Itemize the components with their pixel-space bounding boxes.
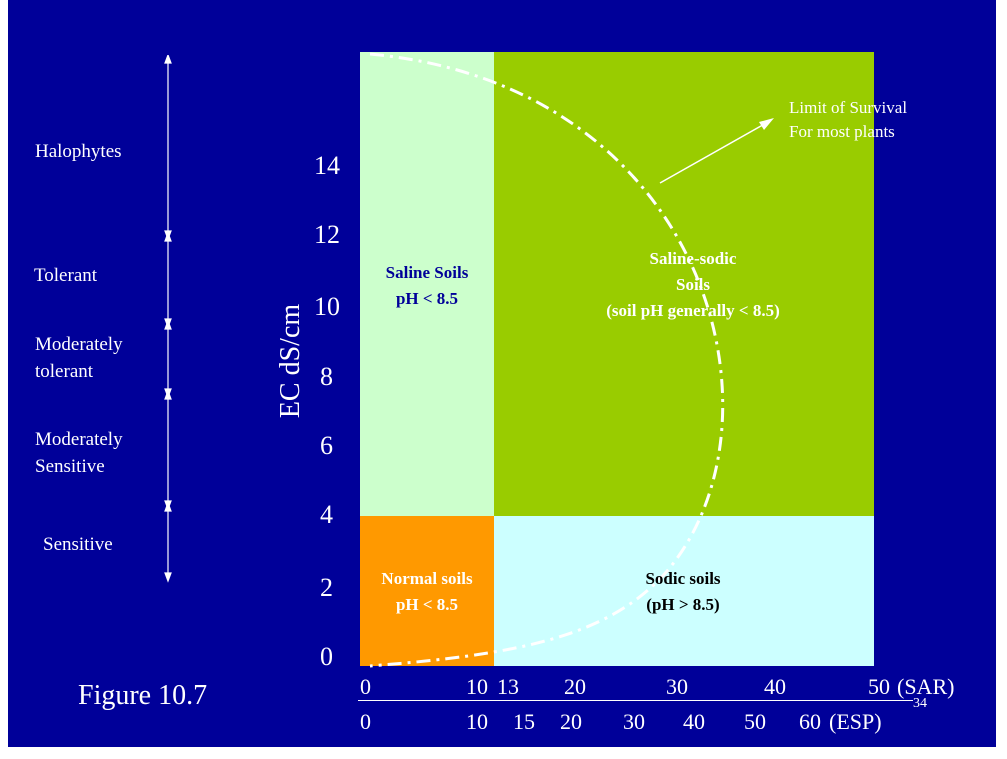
sar-tick-13: 13 [497,674,519,699]
annotation-arrow-head [759,118,774,130]
class-moderately-tolerant: Moderately tolerant [35,331,123,385]
sar-unit: (SAR) [897,674,955,699]
sodic-label-line1: Sodic soils [645,569,721,588]
sodic-zone-label: Sodic soils (pH > 8.5) [588,566,778,618]
y-tick-6: 6 [320,431,333,460]
slide-number: 34 [913,696,927,711]
saline-zone [360,52,494,516]
saline-sodic-label-line2: Soils [675,275,711,294]
sar-tick-30: 30 [666,674,688,699]
esp-tick-50: 50 [744,709,766,734]
sar-tick-40: 40 [764,674,786,699]
y-tick-10: 10 [314,292,340,321]
survival-annotation: Limit of Survival For most plants [789,96,907,144]
y-tick-4: 4 [320,500,333,529]
figure-title: Figure 10.7 [78,680,208,711]
tolerance-arrows [164,55,172,583]
slide: Saline Soils pH < 8.5 Saline-sodic Soils… [8,0,996,747]
sar-tick-0: 0 [360,674,371,699]
y-axis-label: EC dS/cm [275,303,306,419]
esp-tick-40: 40 [683,709,705,734]
esp-tick-10: 10 [466,709,488,734]
esp-tick-20: 20 [560,709,582,734]
class-mod-sensitive-line1: Moderately [35,429,123,450]
annotation-line1: Limit of Survival [789,98,908,117]
class-mod-tolerant-line2: tolerant [35,361,94,382]
annotation-line2: For most plants [789,122,895,141]
saline-label-line2: pH < 8.5 [395,289,459,308]
class-tolerant: Tolerant [34,265,98,286]
y-tick-12: 12 [314,220,340,249]
survival-curve [369,52,774,668]
annotation-arrow [659,121,769,184]
y-tick-0: 0 [320,642,333,671]
class-mod-sensitive-line2: Sensitive [35,456,105,477]
class-moderately-sensitive: Moderately Sensitive [35,426,123,480]
saline-sodic-zone-label: Saline-sodic Soils (soil pH generally < … [548,246,838,324]
sodic-zone [494,516,874,666]
saline-label-line1: Saline Soils [385,263,469,282]
class-mod-tolerant-line1: Moderately [35,334,123,355]
saline-sodic-label-line1: Saline-sodic [649,249,737,268]
esp-tick-60: 60 [799,709,821,734]
esp-tick-0: 0 [360,709,371,734]
sar-tick-50: 50 [868,674,890,699]
class-sensitive: Sensitive [43,534,113,555]
sar-tick-20: 20 [564,674,586,699]
saline-sodic-label-line3: (soil pH generally < 8.5) [606,301,780,320]
esp-tick-30: 30 [623,709,645,734]
normal-zone [360,516,494,666]
saline-zone-label: Saline Soils pH < 8.5 [360,260,494,312]
saline-sodic-zone [494,52,874,516]
normal-label-line2: pH < 8.5 [395,595,459,614]
axis-divider [358,700,913,701]
y-tick-14: 14 [314,151,340,180]
esp-unit: (ESP) [829,709,882,734]
sodic-label-line2: (pH > 8.5) [646,595,720,614]
normal-zone-label: Normal soils pH < 8.5 [360,566,494,618]
sar-tick-10: 10 [466,674,488,699]
normal-label-line1: Normal soils [381,569,473,588]
esp-tick-15: 15 [513,709,535,734]
class-halophytes: Halophytes [35,141,122,162]
y-tick-2: 2 [320,573,333,602]
y-tick-8: 8 [320,362,333,391]
